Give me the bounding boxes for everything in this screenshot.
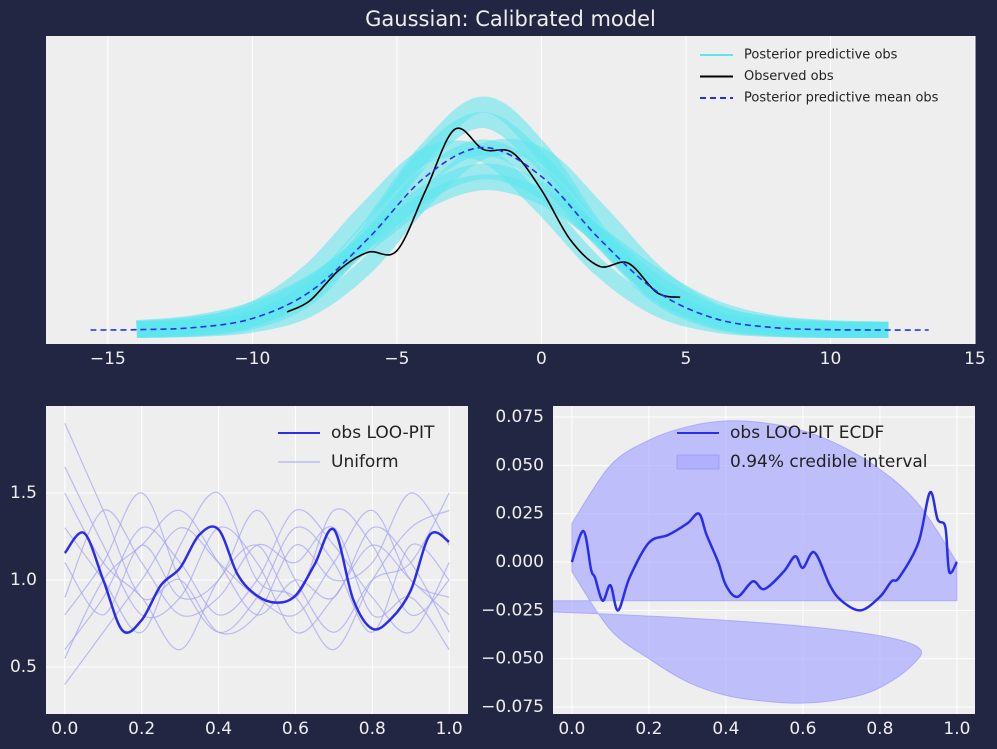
x-tick-label: 5: [681, 349, 692, 369]
legend-label: Observed obs: [744, 69, 834, 84]
legend-label: Uniform: [331, 452, 399, 472]
credible-band: [553, 420, 958, 704]
legend-label: Posterior predictive obs: [744, 48, 898, 63]
legend-label: 0.94% credible interval: [730, 452, 928, 472]
legend-label: Posterior predictive mean obs: [744, 91, 939, 106]
x-tick-label: 1.0: [943, 719, 970, 739]
x-tick-label: 15: [964, 349, 986, 369]
sample-line: [64, 492, 450, 633]
legend-label: obs LOO-PIT ECDF: [730, 423, 884, 443]
y-tick-label: 1.5: [10, 483, 37, 503]
sample-line: [64, 492, 450, 651]
x-tick-label: 1.0: [436, 719, 463, 739]
sample-line: [64, 492, 450, 633]
y-tick-label: −0.075: [481, 697, 544, 717]
plot-background: [46, 406, 468, 714]
plot-area: [553, 420, 958, 704]
sample-line: [64, 491, 450, 651]
data-line: [90, 146, 929, 331]
x-tick-label: 0.4: [205, 719, 232, 739]
data-line: [63, 525, 450, 634]
x-tick-label: 0.6: [789, 719, 816, 739]
sample-line: [64, 509, 450, 659]
data-line: [570, 490, 958, 612]
x-tick-label: 0: [536, 349, 547, 369]
legend-swatch: [676, 454, 720, 470]
legend-label: obs LOO-PIT: [331, 423, 435, 443]
x-tick-label: −15: [90, 349, 126, 369]
chart-title: Gaussian: Calibrated model: [365, 7, 656, 31]
y-tick-label: 0.050: [495, 455, 544, 475]
x-tick-label: 0.2: [128, 719, 155, 739]
sample-line: [64, 466, 450, 634]
data-line: [286, 127, 681, 313]
x-tick-label: 0.0: [51, 719, 78, 739]
y-tick-label: 0.5: [10, 657, 37, 677]
x-tick-label: −5: [384, 349, 409, 369]
x-tick-label: 0.0: [558, 719, 585, 739]
x-tick-label: −10: [234, 349, 270, 369]
y-tick-label: 0.075: [495, 407, 544, 427]
x-tick-label: 0.2: [635, 719, 662, 739]
x-tick-label: 0.8: [866, 719, 893, 739]
y-tick-label: 1.0: [10, 570, 37, 590]
plot-area: [63, 423, 450, 685]
y-tick-label: 0.025: [495, 504, 544, 524]
x-tick-label: 10: [820, 349, 842, 369]
y-tick-label: 0.000: [495, 552, 544, 572]
y-tick-label: −0.050: [481, 649, 544, 669]
plot-area: [90, 96, 929, 339]
x-tick-label: 0.4: [712, 719, 739, 739]
y-tick-label: −0.025: [481, 600, 544, 620]
sample-line: [136, 174, 889, 338]
x-tick-label: 0.6: [282, 719, 309, 739]
x-tick-label: 0.8: [359, 719, 386, 739]
